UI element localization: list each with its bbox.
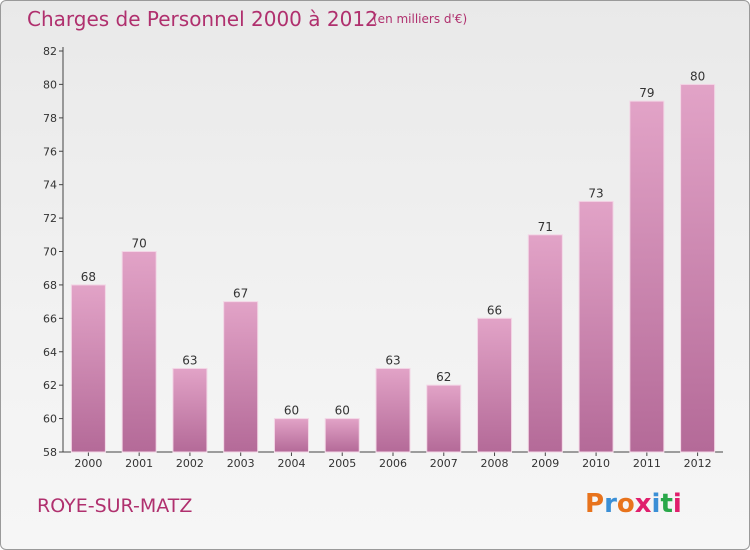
y-tick-label: 70 — [43, 246, 57, 259]
proxiti-logo[interactable]: Proxiti — [585, 489, 682, 519]
x-tick-label: 2008 — [481, 457, 509, 470]
x-tick-label: 2012 — [684, 457, 712, 470]
x-tick-label: 2000 — [74, 457, 102, 470]
logo-letter: o — [616, 489, 635, 519]
bars-group — [70, 83, 716, 453]
y-tick-label: 58 — [43, 446, 57, 459]
data-label-2002: 63 — [182, 353, 197, 367]
y-tick-label: 62 — [43, 379, 57, 392]
data-label-2012: 80 — [690, 69, 705, 83]
data-labels-group: 68 70 63 67 60 60 63 62 66 71 73 79 80 — [81, 69, 706, 417]
data-label-2007: 62 — [436, 370, 451, 384]
y-tick-label: 74 — [43, 179, 57, 192]
data-label-2006: 63 — [385, 353, 400, 367]
y-tick-label: 64 — [43, 346, 57, 359]
x-tick-label: 2001 — [125, 457, 153, 470]
data-label-2005: 60 — [335, 404, 350, 418]
chart-subtitle: (en milliers d'€) — [373, 12, 468, 26]
data-label-2004: 60 — [284, 404, 299, 418]
data-label-2003: 67 — [233, 287, 248, 301]
logo-letter: r — [604, 489, 617, 519]
bar-2010 — [578, 200, 614, 453]
logo-letter: P — [585, 489, 605, 519]
y-tick-label: 76 — [43, 145, 57, 158]
bar-2003 — [223, 301, 259, 453]
bar-2012 — [680, 83, 716, 453]
y-tick-label: 66 — [43, 312, 57, 325]
logo-letter: i — [651, 489, 661, 519]
data-label-2010: 73 — [588, 186, 603, 200]
y-tick-label: 82 — [43, 45, 57, 58]
x-tick-label: 2005 — [328, 457, 356, 470]
x-axis: 2000 2001 2002 2003 2004 2005 2006 2007 2008 2009… — [63, 451, 723, 470]
bar-2005 — [324, 418, 360, 453]
data-label-2008: 66 — [487, 303, 502, 317]
commune-name: ROYE-SUR-MATZ — [37, 495, 193, 517]
x-tick-label: 2011 — [633, 457, 661, 470]
bar-2006 — [375, 367, 411, 453]
y-axis: 58 60 62 64 66 68 70 72 74 76 78 80 82 — [43, 45, 64, 459]
y-tick-label: 80 — [43, 78, 57, 91]
bar-2001 — [121, 251, 157, 453]
bar-2008 — [477, 317, 513, 453]
y-tick-label: 68 — [43, 279, 57, 292]
bar-2007 — [426, 384, 462, 453]
data-label-2011: 79 — [639, 86, 654, 100]
x-tick-label: 2009 — [531, 457, 559, 470]
bar-2000 — [70, 284, 106, 453]
x-tick-label: 2006 — [379, 457, 407, 470]
bar-2009 — [527, 234, 563, 453]
x-tick-label: 2004 — [277, 457, 305, 470]
x-tick-label: 2002 — [176, 457, 204, 470]
logo-letter: t — [660, 489, 673, 519]
y-tick-label: 72 — [43, 212, 57, 225]
bar-2002 — [172, 367, 208, 453]
logo-letter: i — [672, 489, 682, 519]
x-tick-label: 2003 — [227, 457, 255, 470]
x-tick-label: 2010 — [582, 457, 610, 470]
data-label-2001: 70 — [132, 237, 147, 251]
bar-2004 — [273, 418, 309, 453]
chart-title: Charges de Personnel 2000 à 2012 — [27, 7, 378, 31]
y-tick-label: 78 — [43, 112, 57, 125]
data-label-2009: 71 — [538, 220, 553, 234]
logo-letter: x — [634, 489, 652, 519]
x-tick-label: 2007 — [430, 457, 458, 470]
bar-2011 — [629, 100, 665, 453]
y-tick-label: 60 — [43, 413, 57, 426]
data-label-2000: 68 — [81, 270, 96, 284]
